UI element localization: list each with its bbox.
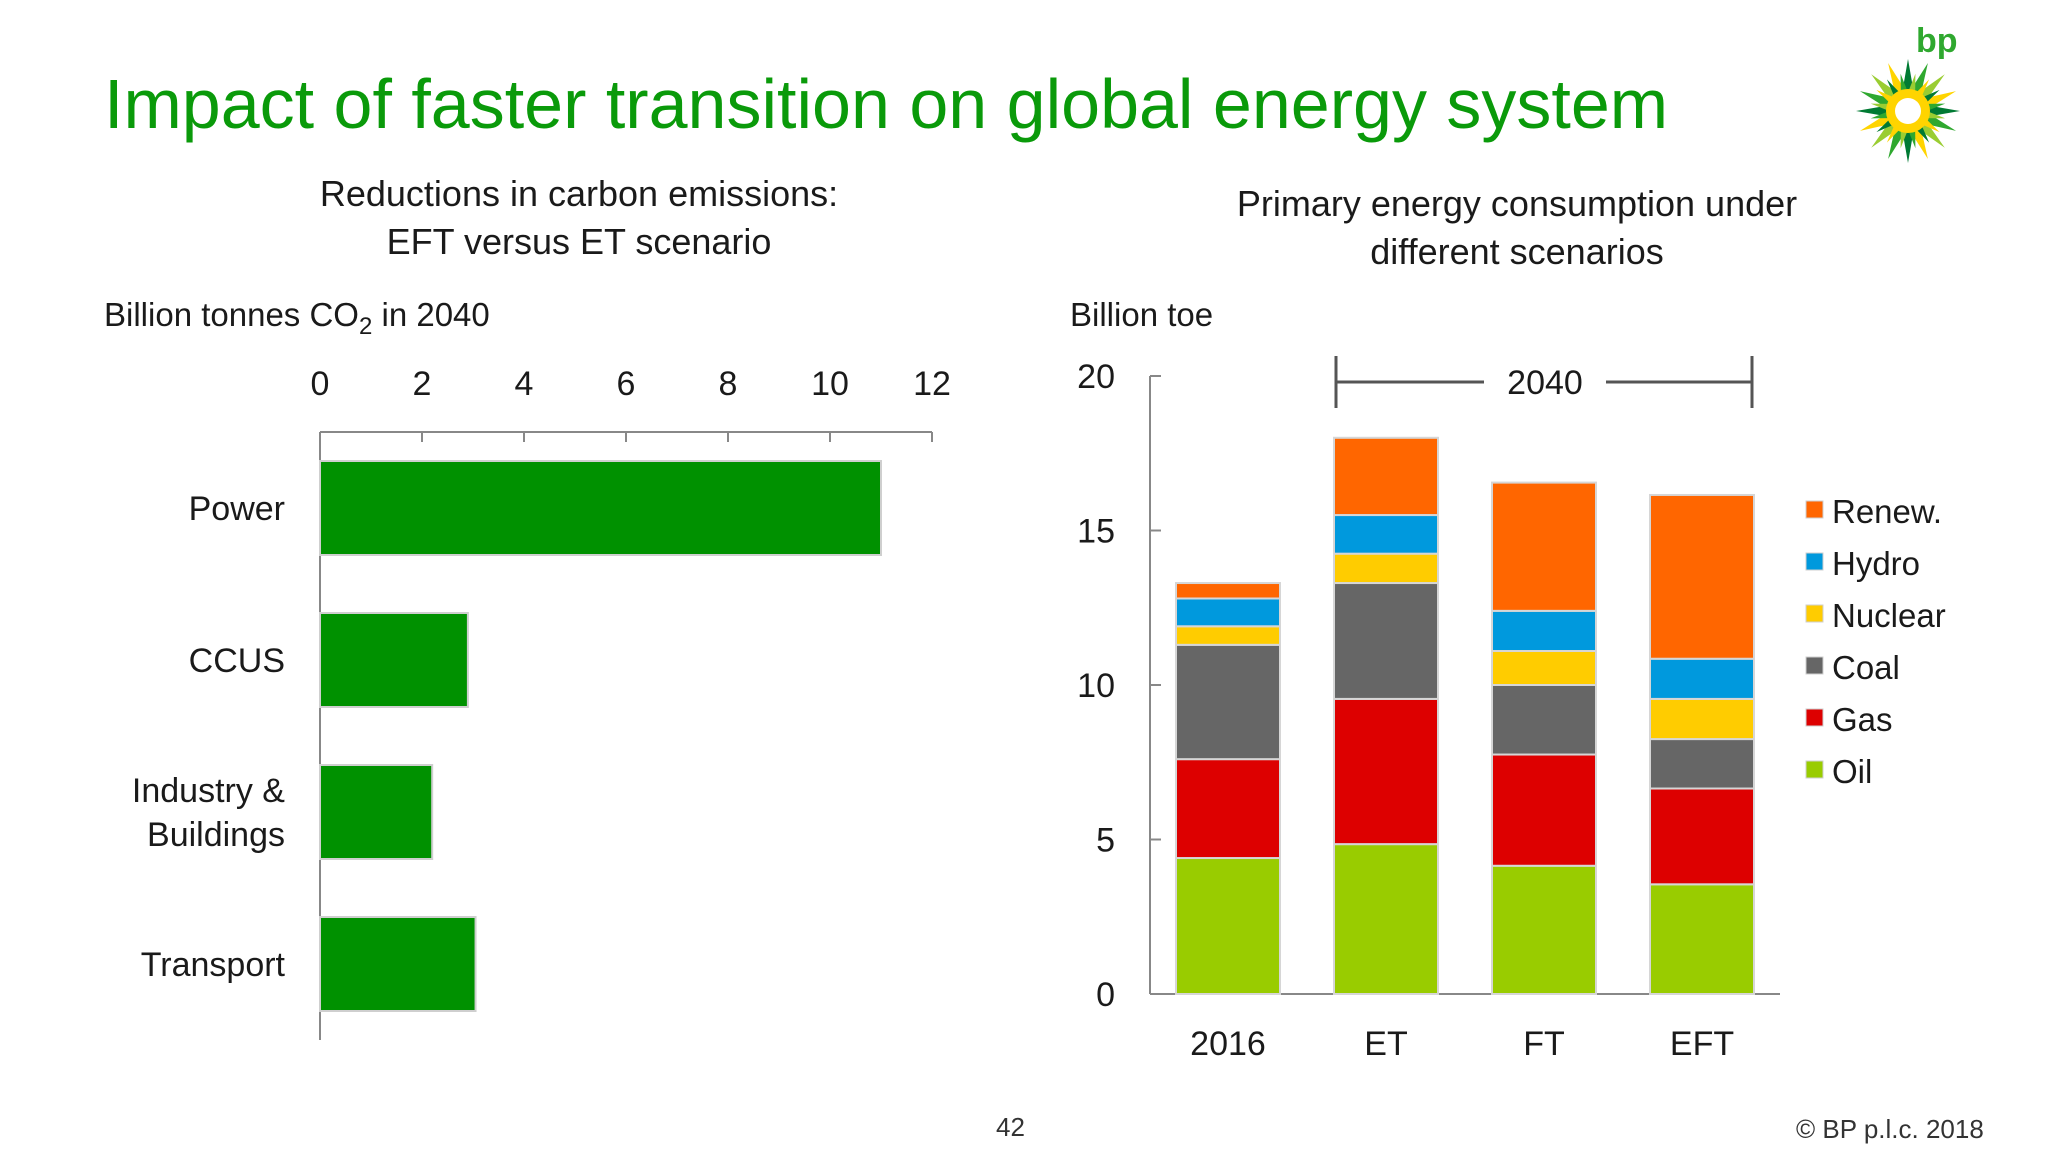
x-tick-label: 2 — [413, 365, 432, 403]
bp-logo: bp — [1848, 22, 1968, 163]
stack-segment-hydro — [1175, 597, 1281, 628]
legend-label-gas: Gas — [1832, 701, 1893, 738]
chart-title: different scenarios — [1370, 231, 1664, 272]
legend-label-hydro: Hydro — [1832, 545, 1920, 582]
y-tick-label: 0 — [1096, 976, 1115, 1014]
bar-transport — [319, 916, 477, 1012]
legend-label-oil: Oil — [1832, 753, 1872, 790]
legend-swatch-oil — [1805, 760, 1824, 779]
legend-swatch-renew — [1805, 500, 1824, 519]
stack-segment-coal — [1333, 582, 1439, 700]
stack-segment-hydro — [1491, 609, 1597, 653]
stack-segment-gas — [1333, 697, 1439, 846]
category-label: Industry & — [132, 772, 285, 810]
bar-industry — [319, 764, 434, 860]
stack-segment-gas — [1175, 758, 1281, 860]
category-label: Transport — [141, 946, 286, 984]
stack-segment-hydro — [1333, 514, 1439, 555]
chart-title: Reductions in carbon emissions: — [320, 173, 838, 214]
y-tick-label: 20 — [1077, 358, 1115, 396]
legend-label-nuclear: Nuclear — [1832, 597, 1946, 634]
x-tick-label: 8 — [719, 365, 738, 403]
x-tick-label: 10 — [811, 365, 849, 403]
page-number: 42 — [996, 1112, 1025, 1142]
bracket-label: 2040 — [1507, 364, 1583, 402]
stack-segment-renew — [1649, 493, 1755, 660]
stack-segment-oil — [1649, 883, 1755, 995]
legend-swatch-coal — [1805, 656, 1824, 675]
stack-segment-nuclear — [1333, 552, 1439, 585]
y-axis-label: Billion toe — [1070, 296, 1213, 333]
x-tick-label: EFT — [1670, 1025, 1734, 1063]
category-label: Power — [189, 490, 285, 528]
bar-power — [319, 460, 882, 556]
copyright: © BP p.l.c. 2018 — [1796, 1114, 1984, 1144]
legend-swatch-nuclear — [1805, 604, 1824, 623]
stack-segment-oil — [1333, 843, 1439, 996]
x-tick-label: 4 — [515, 365, 534, 403]
stack-segment-nuclear — [1491, 650, 1597, 687]
x-tick-label: FT — [1523, 1025, 1565, 1063]
category-label: CCUS — [189, 642, 285, 680]
stack-segment-coal — [1175, 643, 1281, 761]
x-tick-label: 6 — [617, 365, 636, 403]
x-tick-label: 0 — [311, 365, 330, 403]
chart-title: Primary energy consumption under — [1237, 183, 1797, 224]
y-tick-label: 5 — [1096, 822, 1115, 860]
bp-logo-text: bp — [1916, 22, 1958, 60]
legend-swatch-hydro — [1805, 552, 1824, 571]
stack-segment-gas — [1649, 787, 1755, 886]
axis-unit-label: Billion tonnes CO2 in 2040 — [104, 296, 490, 340]
stack-segment-renew — [1491, 481, 1597, 612]
slide-title: Impact of faster transition on global en… — [104, 65, 1669, 143]
stack-segment-hydro — [1649, 657, 1755, 700]
stack-segment-oil — [1175, 857, 1281, 995]
stack-segment-nuclear — [1649, 697, 1755, 741]
y-tick-label: 10 — [1077, 667, 1115, 705]
stack-segment-gas — [1491, 753, 1597, 867]
stack-segment-coal — [1649, 738, 1755, 790]
legend-label-renew: Renew. — [1832, 493, 1942, 530]
x-tick-label: 2016 — [1190, 1025, 1266, 1063]
x-tick-label: ET — [1364, 1025, 1407, 1063]
bar-ccus — [319, 612, 469, 708]
stack-segment-coal — [1491, 684, 1597, 756]
helios-icon — [1856, 59, 1960, 163]
stack-segment-renew — [1175, 582, 1281, 600]
stack-segment-nuclear — [1175, 625, 1281, 646]
stack-segment-oil — [1491, 864, 1597, 996]
x-tick-label: 12 — [913, 365, 951, 403]
category-label: Buildings — [147, 816, 285, 854]
y-tick-label: 15 — [1077, 513, 1115, 551]
stack-segment-renew — [1333, 436, 1439, 517]
legend-label-coal: Coal — [1832, 649, 1900, 686]
chart-title: EFT versus ET scenario — [387, 221, 772, 262]
legend-swatch-gas — [1805, 708, 1824, 727]
